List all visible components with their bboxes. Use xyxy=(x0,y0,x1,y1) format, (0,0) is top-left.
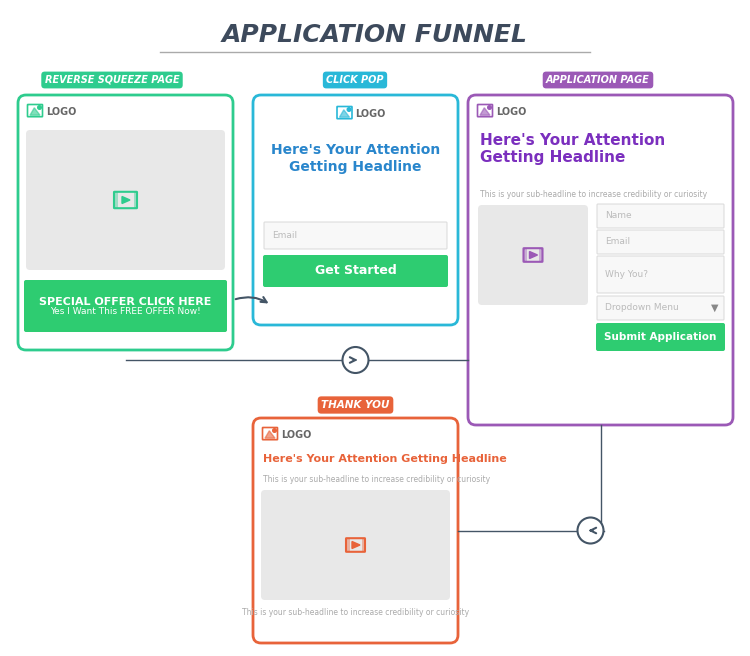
Polygon shape xyxy=(530,251,538,258)
Text: Get Started: Get Started xyxy=(315,264,396,277)
Text: LOGO: LOGO xyxy=(46,107,76,117)
FancyBboxPatch shape xyxy=(597,204,724,228)
Text: This is your sub-headline to increase credibility or curiosity: This is your sub-headline to increase cr… xyxy=(242,608,469,617)
Text: APPLICATION FUNNEL: APPLICATION FUNNEL xyxy=(222,23,528,47)
FancyBboxPatch shape xyxy=(468,95,733,425)
Circle shape xyxy=(488,106,491,110)
FancyBboxPatch shape xyxy=(478,205,588,305)
Bar xyxy=(115,192,118,208)
Text: Email: Email xyxy=(605,237,630,247)
FancyBboxPatch shape xyxy=(24,280,227,332)
Polygon shape xyxy=(352,541,360,548)
Text: CLICK POP: CLICK POP xyxy=(326,75,384,85)
Text: Dropdown Menu: Dropdown Menu xyxy=(605,304,679,312)
Text: This is your sub-headline to increase credibility or curiosity: This is your sub-headline to increase cr… xyxy=(263,475,490,484)
FancyBboxPatch shape xyxy=(253,95,458,325)
Polygon shape xyxy=(265,431,275,438)
Text: LOGO: LOGO xyxy=(356,109,386,119)
Text: Email: Email xyxy=(272,231,297,240)
FancyBboxPatch shape xyxy=(597,296,724,320)
Text: Yes I Want This FREE OFFER Now!: Yes I Want This FREE OFFER Now! xyxy=(50,306,201,316)
Text: Here's Your Attention
Getting Headline: Here's Your Attention Getting Headline xyxy=(480,133,665,165)
Circle shape xyxy=(273,429,276,432)
Circle shape xyxy=(578,518,604,544)
FancyBboxPatch shape xyxy=(597,230,724,254)
Text: Submit Application: Submit Application xyxy=(604,332,717,342)
Bar xyxy=(362,539,364,551)
Text: LOGO: LOGO xyxy=(496,107,526,117)
Text: ▼: ▼ xyxy=(711,303,718,313)
FancyBboxPatch shape xyxy=(253,418,458,643)
FancyBboxPatch shape xyxy=(264,222,447,249)
Text: REVERSE SQUEEZE PAGE: REVERSE SQUEEZE PAGE xyxy=(45,75,179,85)
Bar xyxy=(134,192,136,208)
Text: Here's Your Attention
Getting Headline: Here's Your Attention Getting Headline xyxy=(271,143,440,174)
Circle shape xyxy=(38,106,41,110)
Bar xyxy=(346,539,350,551)
Text: THANK YOU: THANK YOU xyxy=(321,400,390,410)
FancyBboxPatch shape xyxy=(18,95,233,350)
Polygon shape xyxy=(122,197,130,203)
Bar xyxy=(524,249,527,261)
FancyBboxPatch shape xyxy=(596,323,725,351)
Polygon shape xyxy=(340,110,350,117)
Circle shape xyxy=(343,347,368,373)
Text: This is your sub-headline to increase credibility or curiosity: This is your sub-headline to increase cr… xyxy=(480,190,707,199)
FancyBboxPatch shape xyxy=(597,256,724,293)
Text: LOGO: LOGO xyxy=(281,430,311,440)
FancyBboxPatch shape xyxy=(263,255,448,287)
Text: SPECIAL OFFER CLICK HERE: SPECIAL OFFER CLICK HERE xyxy=(39,297,212,307)
Circle shape xyxy=(347,108,351,112)
Text: Name: Name xyxy=(605,211,631,220)
FancyBboxPatch shape xyxy=(26,130,225,270)
Bar xyxy=(539,249,542,261)
FancyBboxPatch shape xyxy=(261,490,450,600)
Text: Why You?: Why You? xyxy=(605,270,648,279)
Text: APPLICATION PAGE: APPLICATION PAGE xyxy=(546,75,650,85)
Polygon shape xyxy=(30,108,40,115)
Text: Here's Your Attention Getting Headline: Here's Your Attention Getting Headline xyxy=(263,454,507,464)
Polygon shape xyxy=(480,108,490,115)
